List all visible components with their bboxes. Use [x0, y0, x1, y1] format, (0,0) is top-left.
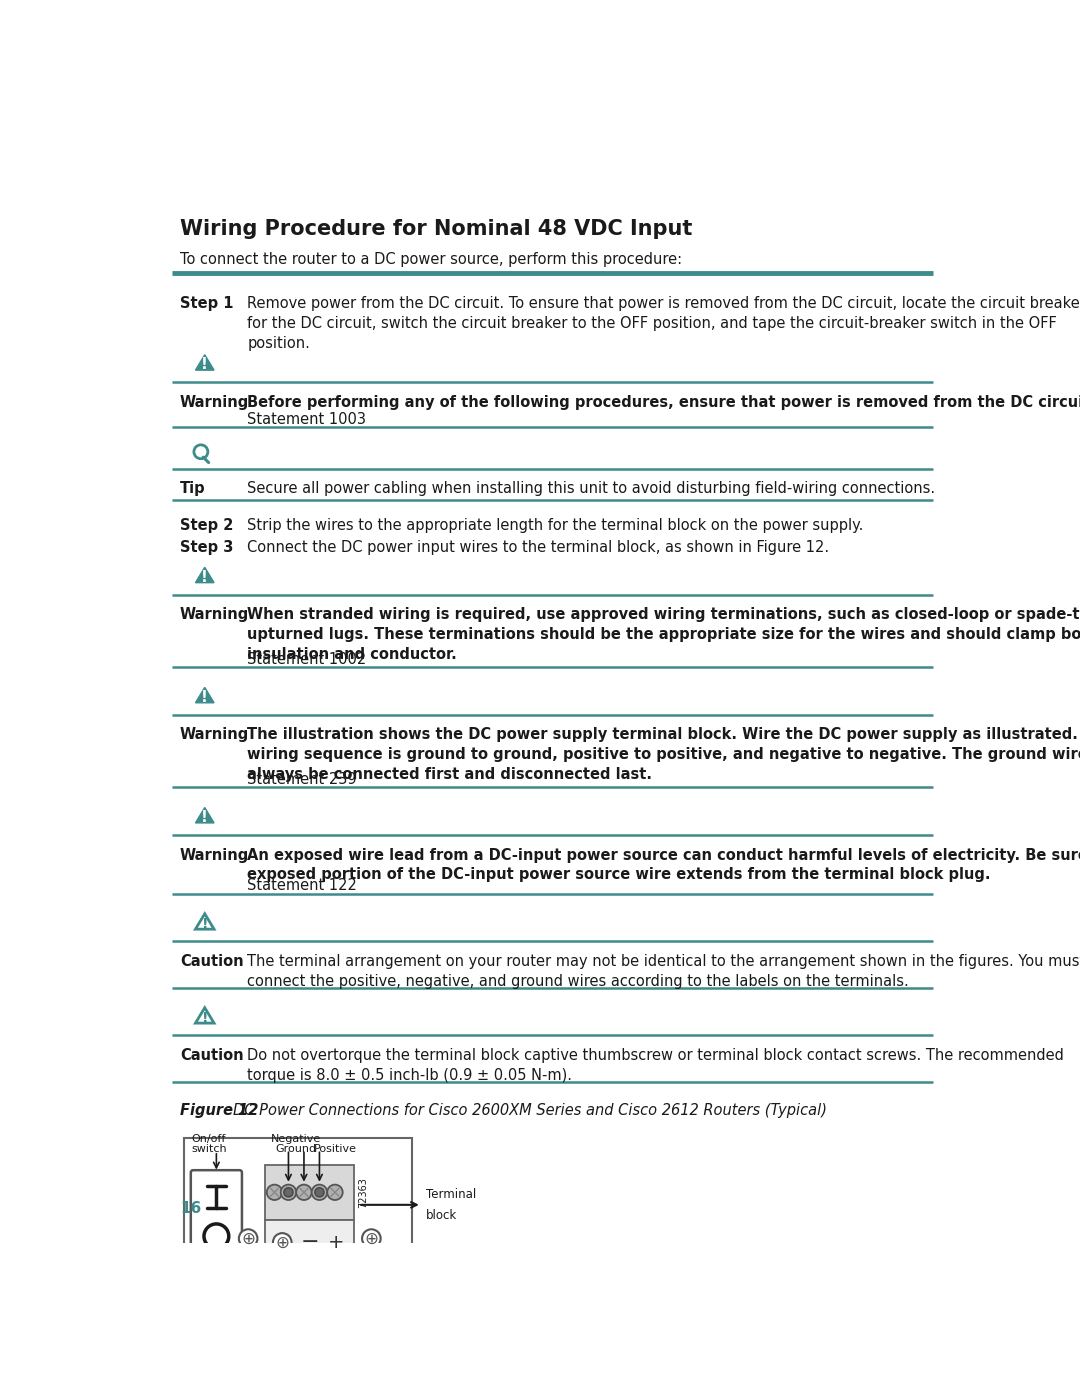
Text: Statement 239: Statement 239 — [247, 773, 357, 787]
Text: !: ! — [201, 810, 208, 826]
Circle shape — [312, 1185, 327, 1200]
Text: Ground: Ground — [275, 1144, 316, 1154]
Text: +: + — [328, 1234, 345, 1252]
Text: Warning: Warning — [180, 848, 249, 862]
Text: Caution: Caution — [180, 954, 244, 968]
Circle shape — [362, 1229, 380, 1248]
Text: switch: switch — [191, 1144, 227, 1154]
Text: Statement 1002: Statement 1002 — [247, 652, 366, 666]
Bar — [266, 1165, 354, 1220]
Text: Step 1: Step 1 — [180, 296, 233, 312]
Text: !: ! — [201, 690, 208, 705]
Text: 16: 16 — [180, 1201, 201, 1217]
Text: ⊕: ⊕ — [275, 1234, 289, 1252]
Text: !: ! — [201, 358, 208, 372]
Text: Terminal: Terminal — [426, 1187, 476, 1201]
Circle shape — [281, 1185, 296, 1200]
Text: Before performing any of the following procedures, ensure that power is removed : Before performing any of the following p… — [247, 395, 1080, 409]
Circle shape — [327, 1185, 342, 1200]
FancyBboxPatch shape — [184, 1137, 413, 1280]
Text: Warning: Warning — [180, 608, 249, 622]
Text: Secure all power cabling when installing this unit to avoid disturbing field-wir: Secure all power cabling when installing… — [247, 481, 935, 496]
Text: Remove power from the DC circuit. To ensure that power is removed from the DC ci: Remove power from the DC circuit. To ens… — [247, 296, 1080, 351]
Text: ⊕: ⊕ — [364, 1229, 378, 1248]
Text: Negative: Negative — [271, 1134, 322, 1144]
Text: Positive: Positive — [313, 1144, 356, 1154]
Text: DC Power Connections for Cisco 2600XM Series and Cisco 2612 Routers (Typical): DC Power Connections for Cisco 2600XM Se… — [232, 1104, 826, 1118]
Text: Do not overtorque the terminal block captive thumbscrew or terminal block contac: Do not overtorque the terminal block cap… — [247, 1048, 1064, 1083]
Text: Tip: Tip — [180, 481, 205, 496]
Text: block: block — [426, 1208, 457, 1222]
Text: Statement 122: Statement 122 — [247, 879, 357, 893]
Text: Connect the DC power input wires to the terminal block, as shown in Figure 12.: Connect the DC power input wires to the … — [247, 539, 829, 555]
Text: When stranded wiring is required, use approved wiring terminations, such as clos: When stranded wiring is required, use ap… — [247, 608, 1080, 662]
Text: Caution: Caution — [180, 1048, 244, 1063]
Text: Figure 12: Figure 12 — [180, 1104, 258, 1118]
Text: !: ! — [202, 1010, 208, 1025]
Text: ⊕: ⊕ — [241, 1229, 255, 1248]
Polygon shape — [195, 567, 214, 583]
FancyBboxPatch shape — [191, 1171, 242, 1263]
Text: Wiring Procedure for Nominal 48 VDC Input: Wiring Procedure for Nominal 48 VDC Inpu… — [180, 219, 692, 239]
Text: Step 3: Step 3 — [180, 539, 233, 555]
Circle shape — [204, 1224, 229, 1249]
Text: −: − — [301, 1232, 320, 1252]
Circle shape — [314, 1187, 324, 1197]
Text: An exposed wire lead from a DC-input power source can conduct harmful levels of : An exposed wire lead from a DC-input pow… — [247, 848, 1080, 883]
Circle shape — [273, 1234, 292, 1252]
Text: Strip the wires to the appropriate length for the terminal block on the power su: Strip the wires to the appropriate lengt… — [247, 518, 864, 534]
Circle shape — [296, 1185, 312, 1200]
Text: The illustration shows the DC power supply terminal block. Wire the DC power sup: The illustration shows the DC power supp… — [247, 728, 1080, 782]
Polygon shape — [195, 914, 214, 929]
Text: !: ! — [202, 916, 208, 930]
Polygon shape — [195, 807, 214, 823]
Polygon shape — [195, 355, 214, 370]
Text: Warning: Warning — [180, 395, 249, 409]
Polygon shape — [195, 687, 214, 703]
Text: To connect the router to a DC power source, perform this procedure:: To connect the router to a DC power sour… — [180, 251, 683, 267]
Circle shape — [239, 1229, 257, 1248]
Text: The terminal arrangement on your router may not be identical to the arrangement : The terminal arrangement on your router … — [247, 954, 1080, 989]
Text: 72363: 72363 — [359, 1178, 368, 1208]
Bar — [266, 1220, 354, 1264]
Text: !: ! — [201, 570, 208, 585]
Circle shape — [284, 1187, 293, 1197]
Text: Step 2: Step 2 — [180, 518, 233, 534]
Text: Warning: Warning — [180, 728, 249, 742]
Text: Statement 1003: Statement 1003 — [247, 412, 366, 426]
Text: On/off: On/off — [191, 1134, 226, 1144]
Polygon shape — [195, 1007, 214, 1023]
Circle shape — [267, 1185, 282, 1200]
